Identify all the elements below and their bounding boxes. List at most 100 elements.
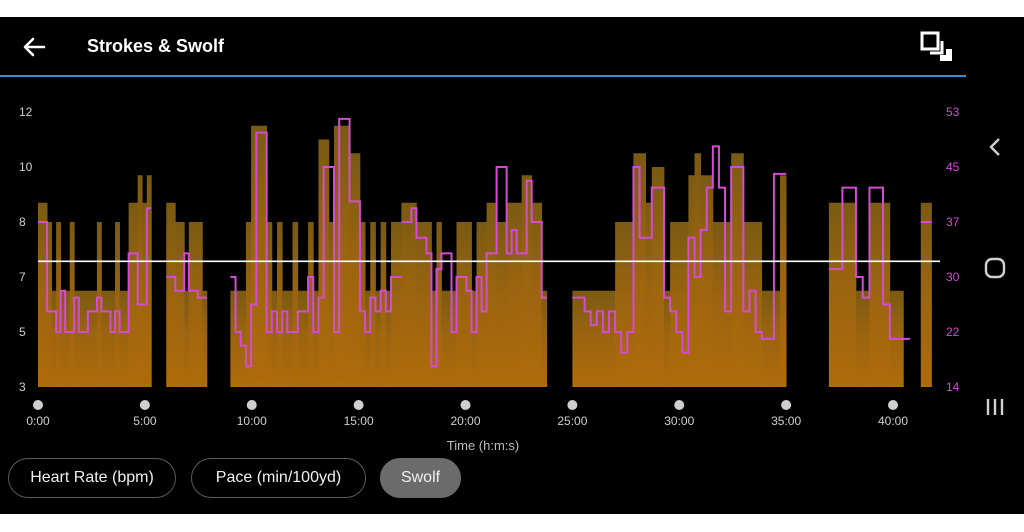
x-tick-dot bbox=[460, 400, 471, 410]
stroke-bar bbox=[359, 222, 366, 387]
stroke-bar bbox=[292, 222, 299, 387]
top-bar: Strokes & Swolf bbox=[0, 17, 966, 77]
stroke-bar bbox=[256, 125, 262, 387]
chevron-left-icon[interactable] bbox=[979, 131, 1011, 163]
tab-pace[interactable]: Pace (min/100yd) bbox=[191, 458, 366, 498]
y-left-tick: 3 bbox=[19, 380, 26, 394]
stroke-bar bbox=[170, 202, 176, 387]
recents-icon[interactable] bbox=[979, 391, 1011, 423]
x-tick-label: 15:00 bbox=[344, 414, 374, 427]
stroke-bar bbox=[401, 202, 407, 387]
tab-swolf[interactable]: Swolf bbox=[380, 458, 461, 498]
stroke-bar bbox=[146, 175, 152, 387]
stroke-bar bbox=[266, 222, 273, 387]
stroke-bar bbox=[308, 222, 314, 387]
stroke-bar bbox=[639, 153, 647, 387]
stroke-bar bbox=[133, 202, 139, 387]
stroke-bar bbox=[65, 290, 71, 387]
stroke-bar bbox=[426, 222, 432, 387]
stroke-bar bbox=[323, 139, 330, 387]
stroke-bar bbox=[718, 222, 726, 387]
stroke-bar bbox=[240, 290, 247, 387]
stroke-bar bbox=[202, 290, 208, 387]
stroke-bar bbox=[486, 202, 492, 387]
tab-heart-rate[interactable]: Heart Rate (bpm) bbox=[8, 458, 176, 498]
x-tick-label: 25:00 bbox=[557, 414, 587, 427]
stroke-bar bbox=[526, 175, 533, 387]
stroke-bar bbox=[645, 202, 653, 387]
stroke-bar bbox=[277, 222, 283, 387]
stroke-bar bbox=[354, 153, 361, 387]
stroke-bar bbox=[334, 125, 340, 387]
stroke-bar bbox=[115, 222, 120, 387]
stroke-bar bbox=[780, 175, 787, 387]
y-right-tick: 30 bbox=[946, 270, 960, 284]
stroke-bar bbox=[627, 222, 634, 387]
x-tick-label: 10:00 bbox=[237, 414, 267, 427]
stroke-bar bbox=[184, 290, 190, 387]
stroke-bar bbox=[621, 222, 628, 387]
stroke-bar bbox=[615, 222, 622, 387]
stroke-bar bbox=[230, 290, 236, 387]
stroke-bar bbox=[197, 222, 203, 387]
stroke-bar bbox=[436, 222, 442, 387]
x-tick-label: 5:00 bbox=[133, 414, 157, 427]
stroke-bar bbox=[676, 222, 683, 387]
stroke-bar bbox=[584, 290, 592, 387]
y-left-tick: 12 bbox=[19, 105, 33, 119]
x-tick-dot bbox=[781, 400, 792, 410]
stroke-bar bbox=[663, 290, 671, 387]
stroke-bar bbox=[349, 153, 356, 387]
y-right-tick: 22 bbox=[946, 325, 960, 339]
y-left-tick: 7 bbox=[19, 270, 26, 284]
stroke-bar bbox=[297, 290, 304, 387]
stroke-bar bbox=[78, 290, 84, 387]
arrow-left-icon[interactable] bbox=[18, 31, 50, 63]
page-title: Strokes & Swolf bbox=[87, 36, 225, 56]
stroke-bar bbox=[531, 202, 538, 387]
stroke-bar bbox=[749, 222, 756, 387]
x-axis-label: Time (h:m:s) bbox=[446, 438, 520, 453]
stroke-bar bbox=[235, 290, 242, 387]
stroke-bar bbox=[511, 202, 518, 387]
stroke-bar bbox=[835, 202, 843, 387]
stroke-bar bbox=[536, 202, 543, 387]
x-tick-label: 0:00 bbox=[26, 414, 50, 427]
stroke-bar bbox=[712, 222, 720, 387]
stroke-bar bbox=[69, 222, 75, 387]
stroke-bar bbox=[166, 202, 172, 387]
stroke-bar bbox=[876, 202, 884, 387]
stroke-bar bbox=[416, 222, 422, 387]
stroke-bar bbox=[670, 222, 677, 387]
stroke-bar bbox=[651, 167, 659, 387]
stroke-bar bbox=[406, 202, 412, 387]
stroke-bar bbox=[92, 290, 98, 387]
app-window: Strokes & Swolf 12 10 8 7 5 3 53 45 37 30 22 14 0:00… bbox=[0, 17, 1024, 514]
stroke-bar bbox=[682, 222, 689, 387]
stroke-bar bbox=[328, 222, 335, 387]
stroke-bar bbox=[110, 290, 116, 387]
stroke-bar bbox=[521, 175, 528, 387]
stroke-bar bbox=[471, 290, 477, 387]
stroke-bar bbox=[862, 290, 870, 387]
stroke-bar bbox=[396, 222, 402, 387]
stroke-bar bbox=[431, 290, 437, 387]
stroke-bar bbox=[56, 222, 62, 387]
fullscreen-icon[interactable] bbox=[918, 29, 954, 65]
swolf-line bbox=[166, 252, 207, 299]
stroke-bar bbox=[456, 222, 462, 387]
stroke-bar bbox=[105, 290, 111, 387]
x-tick-label: 20:00 bbox=[450, 414, 480, 427]
home-icon[interactable] bbox=[979, 252, 1011, 284]
stroke-bar bbox=[391, 222, 397, 387]
stroke-bar bbox=[461, 222, 467, 387]
stroke-bar bbox=[74, 290, 80, 387]
swolf-line bbox=[828, 186, 911, 340]
stroke-bar bbox=[318, 139, 325, 387]
stroke-bar bbox=[142, 202, 148, 387]
stroke-bar bbox=[251, 125, 257, 387]
swolf-line bbox=[38, 207, 152, 333]
stroke-bar bbox=[700, 175, 708, 387]
system-nav-bar bbox=[966, 75, 1024, 514]
stroke-bar bbox=[773, 290, 781, 387]
